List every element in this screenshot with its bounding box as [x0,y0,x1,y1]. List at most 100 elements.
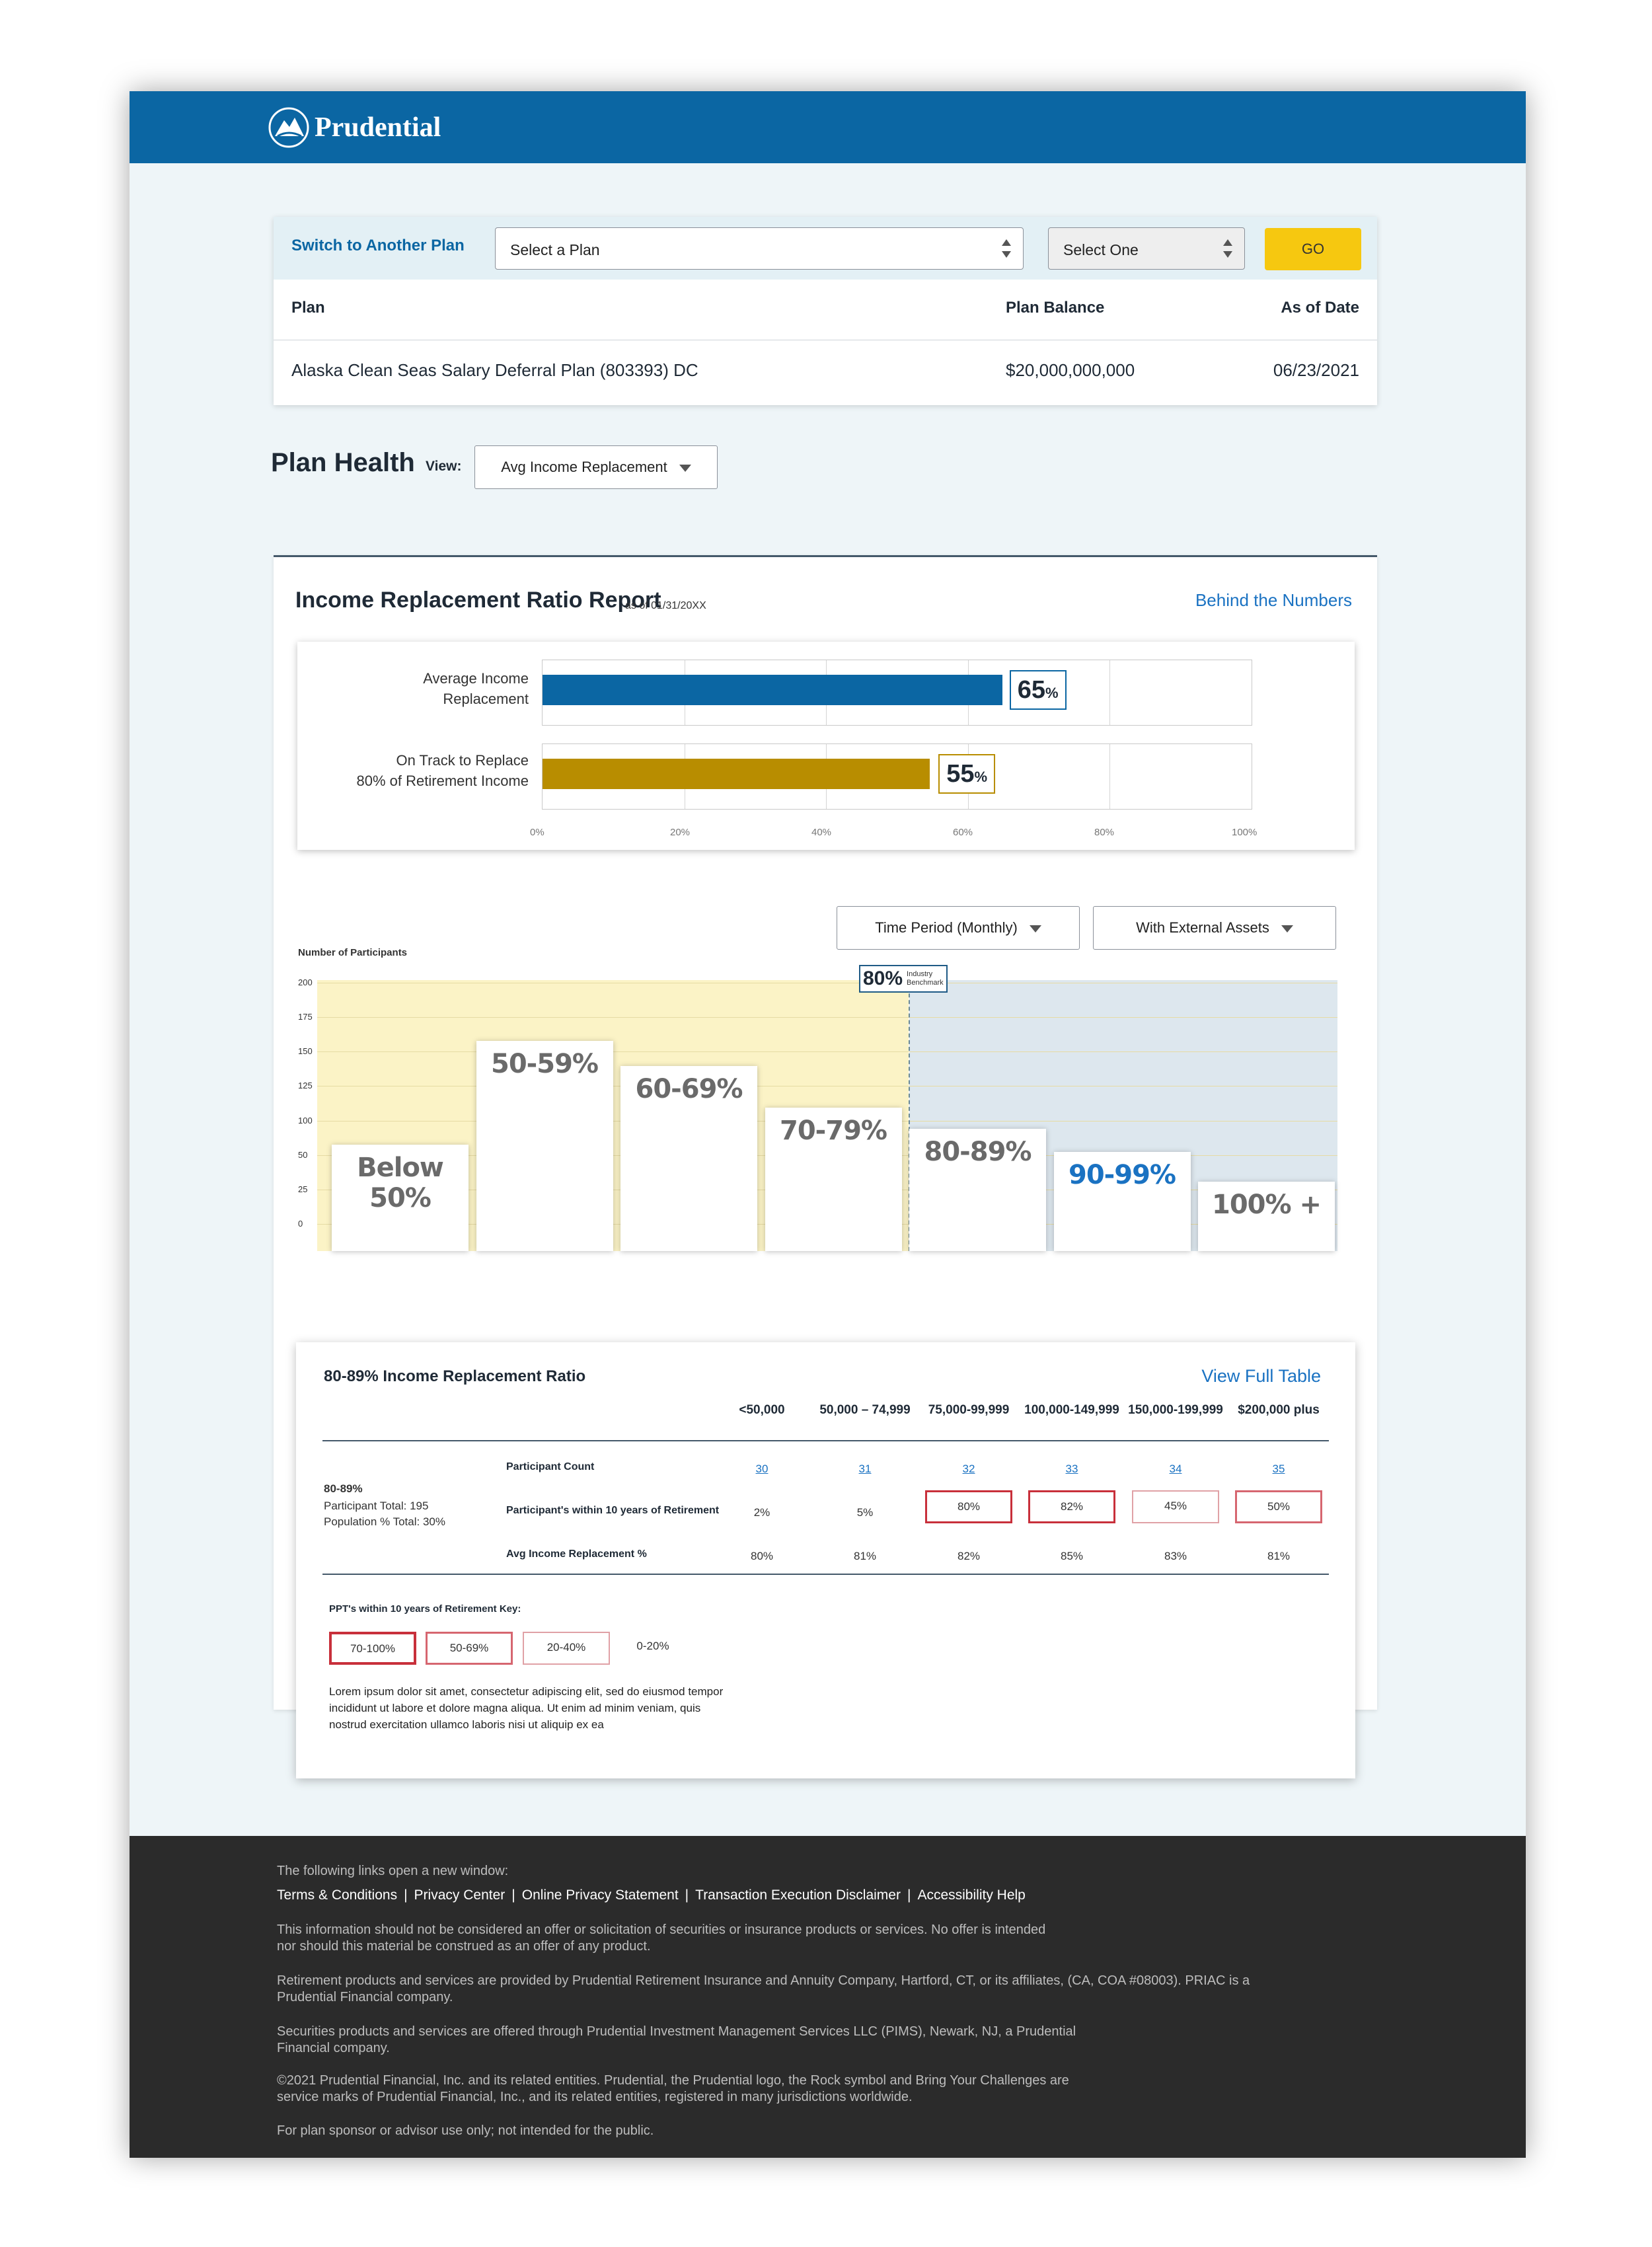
avg-replacement-cell: 81% [853,1550,877,1562]
benchmark-label-line1: Industry [907,970,933,978]
participant-count-link[interactable]: 34 [1169,1463,1182,1475]
table-top-rule [322,1440,1329,1441]
participant-count-link[interactable]: 32 [962,1463,975,1475]
histogram-bar-label: 90-99% [1068,1159,1176,1190]
link-separator: | [404,1887,408,1903]
as-of-date-cell: 06/23/2021 [1273,360,1359,380]
avg-income-label-line1: Average Income [423,670,529,687]
axis-tick: 80% [1094,827,1115,838]
industry-benchmark-badge: 80% Industry Benchmark [859,965,948,993]
privacy-statement-link[interactable]: Online Privacy Statement [521,1887,679,1903]
behind-the-numbers-link[interactable]: Behind the Numbers [1195,590,1352,610]
footer-disclaimer-2b: Prudential Financial company. [277,1990,453,2004]
on-track-label-line1: On Track to Replace [396,752,529,769]
disclaimer-link[interactable]: Transaction Execution Disclaimer [695,1887,901,1903]
histogram-bar-label: 100% + [1211,1190,1322,1220]
terms-link[interactable]: Terms & Conditions [277,1887,398,1903]
plan-balance-cell: $20,000,000,000 [1006,360,1135,380]
avg-income-value: 65 [1017,676,1046,704]
view-dropdown[interactable]: Avg Income Replacement [474,445,718,489]
segment-population: Population % Total: 30% [324,1515,445,1528]
avg-replacement-cell: 85% [1060,1550,1084,1562]
participant-count-label: Participant Count [506,1461,595,1472]
participant-count-link[interactable]: 33 [1065,1463,1078,1475]
time-period-dropdown[interactable]: Time Period (Monthly) [837,906,1080,950]
key-70-100: 70-100% [329,1632,416,1665]
histogram-bar[interactable]: 90-99% [1053,1151,1191,1251]
avg-income-label: Average Income Replacement [423,668,529,709]
select-one-dropdown[interactable]: Select One [1048,227,1245,270]
participant-count-link[interactable]: 31 [858,1463,872,1475]
view-dropdown-value: Avg Income Replacement [501,459,667,475]
rock-logo-icon [268,107,309,148]
income-column-header: 75,000-99,999 [928,1403,1010,1417]
on-track-value: 55 [946,760,975,788]
participant-count-link[interactable]: 30 [755,1463,769,1475]
select-arrows-icon [1002,239,1011,259]
histogram-bar[interactable]: Below 50% [332,1145,469,1251]
histogram-bar[interactable]: 100% + [1198,1182,1335,1251]
gridline [1109,660,1111,725]
avg-replacement-cell: 80% [750,1550,774,1562]
external-assets-value: With External Assets [1136,919,1269,936]
on-track-value-box: 55% [938,754,996,794]
footer: The following links open a new window: T… [130,1836,1526,2158]
switch-plan-label: Switch to Another Plan [291,237,465,254]
avg-replacement-cell: 82% [957,1550,981,1562]
avg-income-unit: % [1045,685,1059,701]
time-period-value: Time Period (Monthly) [875,919,1018,936]
income-column-header: 100,000-149,999 [1024,1403,1119,1417]
switch-plan-row: Switch to Another Plan Select a Plan Sel… [274,217,1377,280]
key-title: PPT's within 10 years of Retirement Key: [329,1603,521,1615]
prudential-logo[interactable]: Prudential [268,107,441,148]
link-separator: | [685,1887,689,1903]
plan-select[interactable]: Select a Plan [495,227,1024,270]
plan-health-title: Plan Health [271,448,415,477]
chevron-down-icon [679,464,691,472]
on-track-label-line2: 80% of Retirement Income [356,773,529,789]
footer-links-note: The following links open a new window: [277,1864,509,1878]
key-0-20: 0-20% [636,1640,669,1652]
axis-tick: 20% [670,827,691,838]
near-retirement-label: Participant's within 10 years of Retirem… [506,1505,720,1516]
y-tick-label: 150 [298,1046,313,1057]
view-full-table-link[interactable]: View Full Table [1201,1366,1321,1386]
histogram-bar[interactable]: 60-69% [620,1066,757,1251]
external-assets-dropdown[interactable]: With External Assets [1093,906,1336,950]
near-retirement-cell: 5% [856,1506,874,1519]
y-tick-label: 125 [298,1081,313,1091]
privacy-center-link[interactable]: Privacy Center [414,1887,506,1903]
report-as-of-date: as of 01/31/20XX [625,600,706,611]
gridline [317,1051,1337,1053]
gridline [1109,744,1111,809]
y-tick-label: 100 [298,1115,313,1125]
footer-links: Terms & Conditions | Privacy Center | Onli… [277,1887,1026,1903]
on-track-label: On Track to Replace 80% of Retirement In… [357,750,529,791]
near-retirement-cell-low: 45% [1132,1490,1219,1523]
key-20-40: 20-40% [523,1632,610,1665]
income-column-header: <50,000 [739,1403,785,1417]
select-one-value: Select One [1063,241,1139,258]
footer-disclaimer-3b: Financial company. [277,2041,390,2055]
near-retirement-cell-high: 82% [1028,1490,1115,1523]
participant-count-link[interactable]: 35 [1272,1463,1285,1475]
brand-name: Prudential [315,112,441,143]
top-navigation-bar: Prudential [130,91,1526,163]
go-button[interactable]: GO [1265,228,1361,270]
table-bottom-rule [322,1574,1329,1575]
histogram-bar[interactable]: 50-59% [476,1040,613,1251]
select-arrows-icon [1223,239,1232,259]
report-title: Income Replacement Ratio Report [295,588,661,613]
avg-replacement-cell: 83% [1164,1550,1187,1562]
plan-select-value: Select a Plan [510,241,600,258]
axis-tick: 40% [811,827,832,838]
axis-tick: 100% [1232,827,1258,838]
footer-disclaimer-1b: nor should this material be construed as… [277,1939,651,1954]
histogram-bar-label: 70-79% [779,1116,887,1146]
y-tick-label: 0 [298,1219,303,1229]
accessibility-link[interactable]: Accessibility Help [917,1887,1026,1903]
histogram-bar[interactable]: 70-79% [765,1108,902,1251]
histogram-bar[interactable]: 80-89% [909,1128,1046,1251]
avg-income-bar [543,675,1002,705]
benchmark-line [909,980,910,1251]
